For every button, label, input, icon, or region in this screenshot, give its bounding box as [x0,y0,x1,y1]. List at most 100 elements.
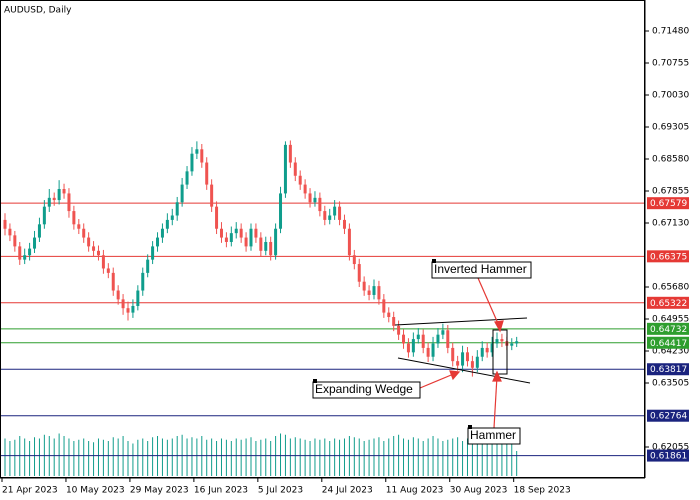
candle-body [269,241,273,256]
arrow-head [494,320,504,333]
candle-body [377,286,381,300]
candle-body [37,224,41,238]
candle-body [121,299,125,309]
candle-body [175,202,179,216]
candle-body [451,347,455,362]
label-box [431,261,532,279]
candle-body [101,255,105,269]
x-tick-label: 21 Apr 2023 [2,486,58,496]
annotation: Hammer [470,428,516,442]
candle-body [426,347,430,357]
y-tick-label: 0.71480 [652,26,689,36]
candle-body [229,233,233,242]
candle-body [485,347,489,353]
candle-body [13,235,17,247]
candle-body [62,189,66,194]
level-label-box [647,197,689,210]
level-label-box [647,449,689,462]
plot-frame [0,0,645,478]
level-label: 0.64732 [650,325,687,335]
candle-body [372,286,376,295]
candle-body [436,334,440,344]
label-box [312,381,421,399]
arrow [419,372,457,389]
candle-body [106,268,110,273]
x-tick-label: 16 Jun 2023 [194,486,248,496]
candle-body [338,206,342,220]
candle-body [303,184,307,194]
level-label-box [647,409,689,422]
candle-body [411,339,415,353]
candle-body [298,175,302,185]
y-tick-label: 0.65680 [652,283,689,293]
candle-body [165,219,169,229]
level-label: 0.63817 [650,365,687,375]
candle-body [333,206,337,216]
candle-body [18,246,22,260]
candle-body [387,312,391,318]
candle-body [131,305,135,313]
candle-body [259,237,263,251]
candle-body [446,330,450,348]
candle-body [352,255,356,265]
candle-body [441,330,445,335]
candle-body [96,250,100,256]
arrow [493,375,498,429]
y-tick-label: 0.70030 [652,90,689,100]
candle-body [156,237,160,247]
level-label: 0.65322 [650,299,687,309]
candle-body [244,237,248,247]
trend-line [394,317,528,326]
candle-body [465,352,469,362]
candle-body [274,228,278,256]
candle-body [239,228,243,238]
level-label: 0.66375 [650,252,687,262]
candle-body [470,361,474,368]
candle-body [200,149,204,163]
arrow [477,277,501,329]
candle-body [308,193,312,203]
candle-body [116,290,120,300]
candle-body [461,352,465,366]
annotation: Inverted Hammer [434,262,527,276]
candle-body [219,228,223,238]
y-tick-label: 0.67130 [652,218,689,228]
candle-body [224,237,228,242]
candle-body [146,259,150,273]
candle-body [431,343,435,357]
level-label: 0.64417 [650,339,687,349]
candle-body [475,356,479,368]
level-label: 0.62764 [650,412,687,422]
candle-body [254,228,258,238]
level-label-box [647,336,689,349]
candle-body [382,299,386,313]
anchor [432,259,436,263]
candle-body [136,290,140,306]
x-tick-label: 5 Jul 2023 [258,486,303,496]
candle-body [397,325,401,335]
x-tick-label: 30 Aug 2023 [450,486,508,496]
y-tick-label: 0.62055 [652,443,689,453]
arrow-head [449,370,461,381]
y-tick-label: 0.70755 [652,58,689,68]
candle-body [33,237,37,249]
candle-body [57,189,61,201]
candle-body [67,193,71,212]
candle-body [170,215,174,220]
candle-body [515,341,519,344]
candle-body [421,334,425,348]
candle-body [205,162,209,185]
candle-body [82,228,86,238]
level-label-box [647,322,689,335]
candle-body [52,197,56,201]
x-tick-label: 11 Aug 2023 [386,486,444,496]
candle-body [293,162,297,176]
x-tick-label: 24 Jul 2023 [322,486,373,496]
candle-body [234,228,238,234]
candle-body [264,241,268,251]
level-label: 0.67579 [650,199,687,209]
candle-body [8,228,12,236]
candle-body [249,228,253,247]
label-box [467,427,521,445]
y-tick-label: 0.64230 [652,347,689,357]
